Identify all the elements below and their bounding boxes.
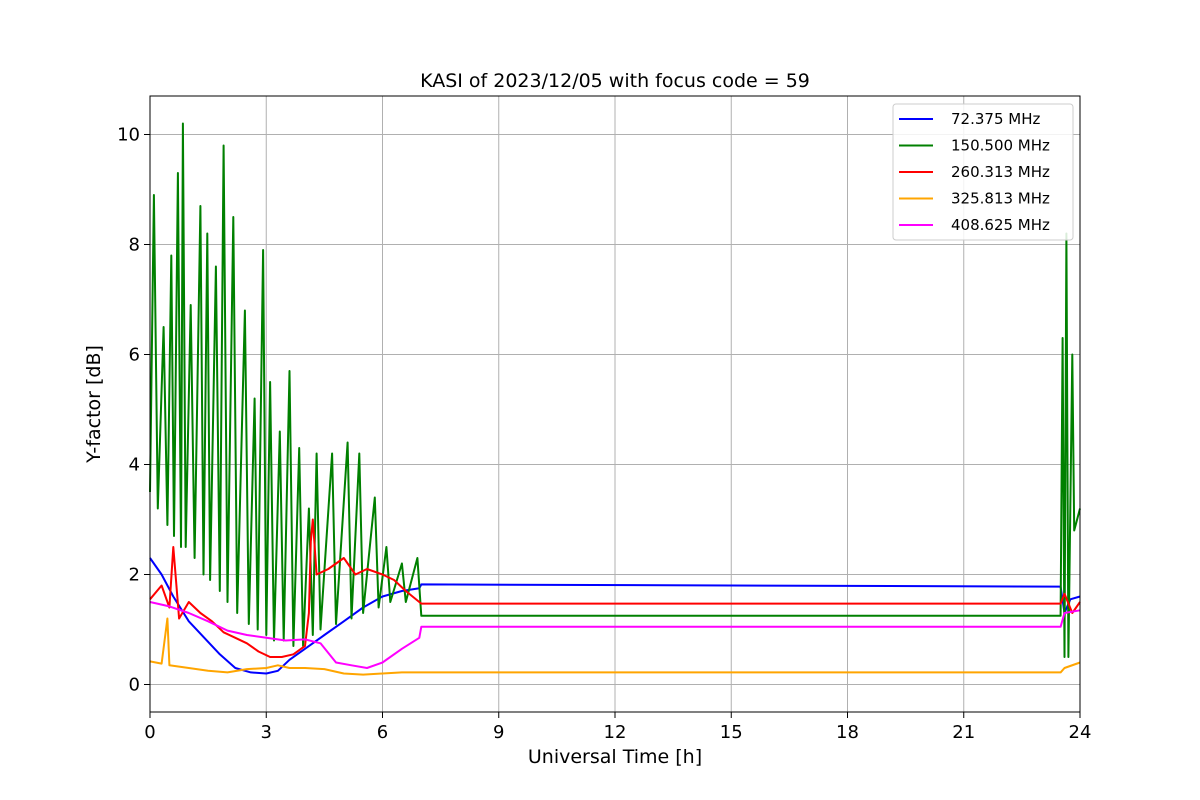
y-axis-label: Y-factor [dB]	[83, 345, 105, 464]
y-tick-label: 4	[129, 455, 140, 476]
x-tick-label: 0	[144, 722, 155, 743]
x-axis-label: Universal Time [h]	[528, 746, 702, 768]
y-tick-label: 8	[129, 235, 140, 256]
x-tick-label: 9	[493, 722, 504, 743]
x-tick-label: 21	[952, 722, 975, 743]
legend: 72.375 MHz 150.500 MHz 260.313 MHz 325.813 …	[892, 103, 1074, 241]
legend-label: 260.313 MHz	[951, 163, 1050, 181]
x-ticks: 0 3 6 9 12 15 18 21 24	[144, 712, 1091, 743]
legend-label: 325.813 MHz	[951, 190, 1050, 208]
series-layer	[149, 122, 1081, 676]
series-line-0	[149, 557, 1081, 675]
y-tick-label: 6	[129, 345, 140, 366]
chart-title: KASI of 2023/12/05 with focus code = 59	[420, 70, 810, 92]
y-tick-label: 0	[129, 675, 140, 696]
x-tick-label: 6	[377, 722, 388, 743]
x-tick-label: 15	[720, 722, 743, 743]
y-tick-label: 10	[117, 125, 140, 146]
legend-label: 72.375 MHz	[951, 110, 1040, 128]
y-tick-label: 2	[129, 565, 140, 586]
legend-label: 408.625 MHz	[951, 216, 1050, 234]
legend-label: 150.500 MHz	[951, 137, 1050, 155]
x-tick-label: 18	[836, 722, 859, 743]
x-tick-label: 3	[261, 722, 272, 743]
series-line-3	[149, 617, 1081, 676]
x-tick-label: 24	[1069, 722, 1092, 743]
legend-box	[892, 103, 1074, 241]
series-line-2	[149, 518, 1081, 658]
x-tick-label: 12	[604, 722, 627, 743]
series-line-4	[149, 601, 1081, 669]
y-ticks: 0 2 4 6 8 10	[117, 125, 150, 696]
